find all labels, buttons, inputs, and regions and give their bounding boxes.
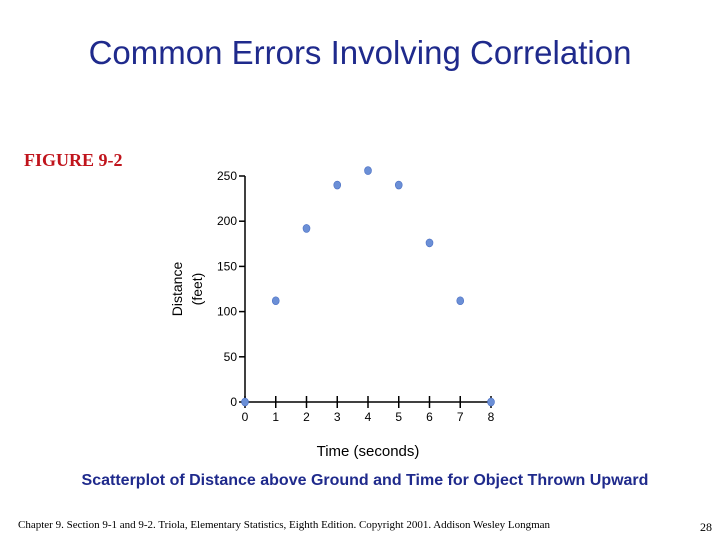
data-point: [333, 180, 342, 190]
page-number: 28: [700, 520, 712, 534]
y-axis-label: Distance: [169, 262, 185, 317]
x-tick-label: 0: [242, 410, 249, 424]
y-axis-label-unit: (feet): [189, 273, 205, 306]
y-tick-label: 100: [217, 305, 237, 319]
x-tick-label: 3: [334, 410, 341, 424]
figure-label: FIGURE 9-2: [24, 150, 123, 170]
y-tick-label: 150: [217, 259, 237, 273]
x-tick-label: 6: [426, 410, 433, 424]
data-point: [487, 397, 495, 407]
chart-caption: Scatterplot of Distance above Ground and…: [81, 472, 649, 489]
footer-citation: Chapter 9. Section 9-1 and 9-2. Triola, …: [18, 519, 551, 531]
x-tick-label: 7: [457, 410, 464, 424]
x-tick-label: 8: [488, 410, 495, 424]
x-tick-label: 2: [303, 410, 310, 424]
data-point: [456, 296, 465, 306]
data-point: [394, 180, 403, 190]
y-tick-label: 0: [230, 395, 237, 409]
x-tick-label: 5: [395, 410, 402, 424]
data-point: [241, 397, 249, 407]
data-point: [271, 296, 280, 306]
x-axis-label: Time (seconds): [317, 443, 420, 460]
data-point: [364, 166, 372, 175]
slide-title: Common Errors Involving Correlation: [88, 34, 632, 71]
scatterplot: 0 50 100 150 200 250 0 1 2 3 4 5 6 7 8 Time (seconds) Di…: [169, 166, 495, 460]
data-point: [302, 224, 311, 233]
y-tick-label: 200: [217, 214, 237, 228]
data-point: [425, 238, 434, 248]
y-tick-label: 250: [217, 169, 237, 183]
x-tick-label: 1: [272, 410, 279, 424]
x-tick-label: 4: [365, 410, 372, 424]
y-tick-label: 50: [224, 350, 238, 364]
